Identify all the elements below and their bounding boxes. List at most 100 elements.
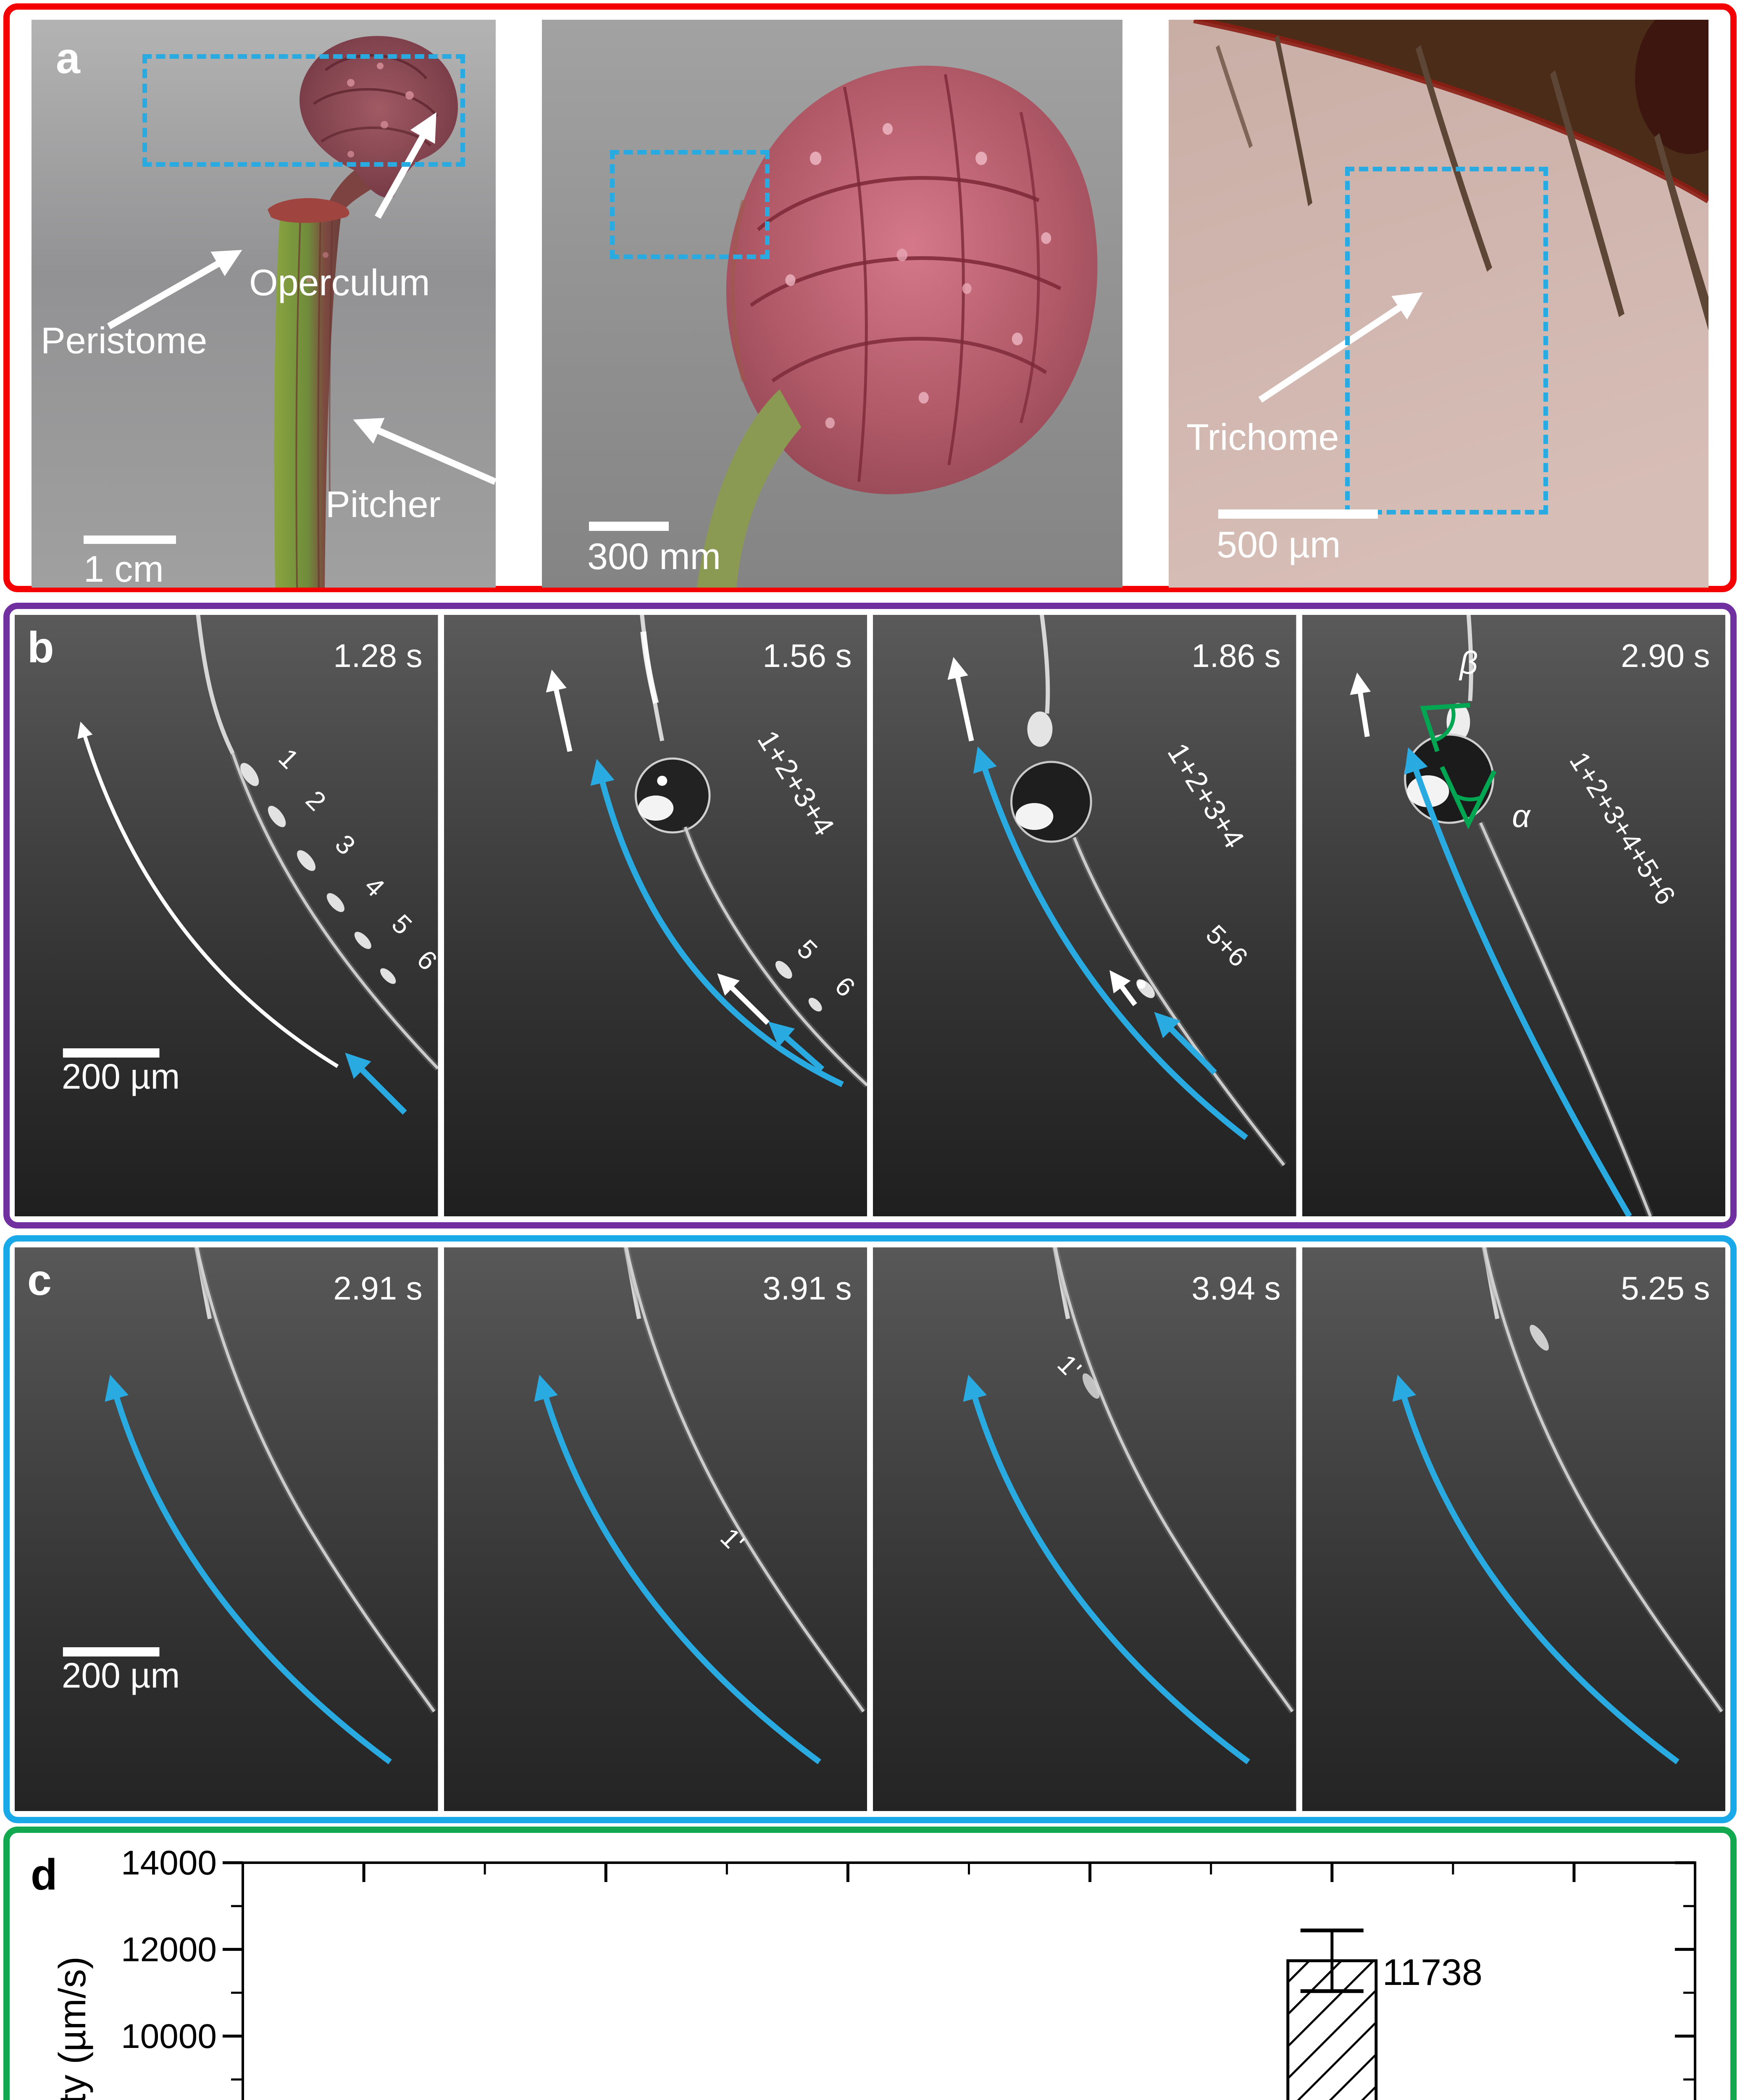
scale-bar [1218, 509, 1378, 519]
timestamp: 3.94 s [1191, 1270, 1280, 1307]
pitcher-arrow [353, 418, 496, 485]
tip-flow-arrow [1154, 1012, 1217, 1075]
droplet-2 [268, 806, 286, 827]
operculum-lobe [726, 66, 1098, 494]
tip-flow-arrow [768, 1021, 824, 1072]
droplet-5 [354, 932, 371, 949]
scale-bar-label: 200 µm [62, 1057, 180, 1096]
panel-c-film-transport: 200 µm 2.91 s c 1' 3.91 s [3, 1235, 1737, 1823]
trichome-arrow [1258, 292, 1423, 403]
panel-a-photographs: a Operculum Peristome Pitcher 1 cm [3, 3, 1737, 592]
droplet-motion-arrow [717, 973, 770, 1025]
velocity-chart: 0200040006000800010000120001400013335211… [52, 1844, 1696, 2100]
timelapse-frame-c4: 5.25 s [1302, 1247, 1725, 1811]
micrograph-c4: 5.25 s [1302, 1247, 1725, 1811]
trichome-art [1169, 20, 1708, 588]
droplet-3 [297, 850, 315, 871]
panel-a-label: a [56, 34, 80, 83]
pitcher-tube [274, 209, 342, 588]
droplet-motion-arrow [1109, 970, 1137, 1006]
peristome-label: Peristome [41, 320, 208, 361]
trichome-needle [1654, 133, 1708, 331]
droplet-6 [380, 968, 396, 984]
timestamp: 5.25 s [1621, 1270, 1710, 1307]
operculum-roi-box [142, 54, 465, 167]
panel-d-velocity-chart: 0200040006000800010000120001400013335211… [3, 1827, 1737, 2100]
upward-arrow [546, 669, 572, 752]
micrograph-b1: 1 2 3 4 5 6 200 µm 1.28 s [15, 615, 438, 1216]
timestamp: 2.90 s [1621, 637, 1710, 674]
panel-a-photo-row: a Operculum Peristome Pitcher 1 cm [10, 10, 1730, 588]
y-tick-label: 12000 [121, 1930, 217, 1969]
micrograph-c1: 200 µm 2.91 s [15, 1247, 438, 1811]
timelapse-frame-b2: 1+2+3+4 5 6 1.56 s [444, 615, 867, 1216]
trichome-needle [1275, 35, 1312, 206]
timelapse-frame-b1: 1 2 3 4 5 6 200 µm 1.28 s b [15, 615, 438, 1216]
flow-arrow [534, 1375, 821, 1764]
merged-droplet [1010, 761, 1092, 843]
operculum-edge [1194, 20, 1708, 200]
tip-flow-arrow [345, 1053, 407, 1115]
scale-bar-label: 300 mm [587, 536, 721, 577]
timestamp: 1.28 s [333, 637, 422, 674]
timestamp: 1.86 s [1191, 637, 1280, 674]
operculum-art [542, 20, 1122, 588]
pitcher-hood [300, 36, 458, 198]
timelapse-frame-b4: β α 1+2+3+4+5+6 2.90 s [1302, 615, 1725, 1216]
micrograph-b4: β α 1+2+3+4+5+6 2.90 s [1302, 615, 1725, 1216]
trichome [195, 1247, 436, 1713]
scale-bar [589, 522, 669, 531]
trichome-label: Trichome [1186, 416, 1339, 458]
y-tick-label: 10000 [121, 2017, 217, 2055]
scale-bar-label: 1 cm [84, 548, 164, 588]
pitcher-art [32, 20, 496, 588]
chart-area: 0200040006000800010000120001400013335211… [10, 1833, 1730, 2100]
droplet-6 [808, 998, 822, 1012]
upward-arrow [947, 657, 974, 742]
film-bulge [1082, 1373, 1100, 1399]
timelapse-frame-c3: 1' 3.94 s [873, 1247, 1296, 1811]
scale-bar [63, 1647, 160, 1656]
pitcher-plant-photo: a Operculum Peristome Pitcher 1 cm [32, 20, 496, 588]
flow-arrow [105, 1375, 392, 1764]
trichome-roi-box [610, 150, 770, 259]
film-bulge [1529, 1325, 1549, 1351]
flow-arrow [963, 1375, 1250, 1764]
flow-arrow [1404, 747, 1632, 1216]
trichome [624, 1247, 865, 1713]
micrograph-c2: 1' 3.91 s [444, 1247, 867, 1811]
timestamp: 1.56 s [762, 637, 852, 674]
panel-c-label: c [27, 1256, 52, 1305]
y-axis-title: Transport Velocity (µm/s) [52, 1956, 94, 2100]
peristome-lip [268, 198, 350, 223]
micrograph-b3: 1+2+3+4 5+6 1.86 s [873, 615, 1296, 1216]
micrograph-b2: 1+2+3+4 5 6 1.56 s [444, 615, 867, 1216]
angle-alpha-lines [1440, 766, 1496, 830]
operculum-closeup-photo: 300 mm [542, 20, 1122, 588]
droplet-5 [775, 961, 792, 979]
scale-bar-label: 500 µm [1217, 524, 1341, 565]
micrograph-c3: 1' 3.94 s [873, 1247, 1296, 1811]
droplet-4 [326, 893, 344, 912]
trichome-closeup-photo: Trichome 500 µm [1169, 20, 1708, 588]
panel-d-label: d [31, 1851, 58, 1899]
scale-bar [63, 1048, 160, 1058]
trichome [1054, 1247, 1294, 1713]
operculum-label: Operculum [249, 262, 430, 303]
flow-arrow [590, 759, 844, 1087]
merged-droplet [634, 757, 711, 834]
peristome-arrow [107, 249, 242, 329]
upward-arrow [1349, 672, 1371, 737]
timelapse-frame-c1: 200 µm 2.91 s c [15, 1247, 438, 1811]
flow-arrow [973, 746, 1248, 1140]
y-tick-label: 14000 [121, 1844, 217, 1882]
panel-b-droplet-transport: 1 2 3 4 5 6 200 µm 1.28 s b [3, 603, 1737, 1228]
flow-arrow [1392, 1375, 1680, 1764]
panel-c-frame-row: 200 µm 2.91 s c 1' 3.91 s [10, 1242, 1730, 1817]
panel-b-frame-row: 1 2 3 4 5 6 200 µm 1.28 s b [10, 609, 1730, 1222]
operculum-arrow [375, 112, 436, 219]
panel-b-label: b [27, 623, 54, 672]
angle-beta-arc [1431, 706, 1456, 743]
pitcher-neck [326, 169, 373, 211]
